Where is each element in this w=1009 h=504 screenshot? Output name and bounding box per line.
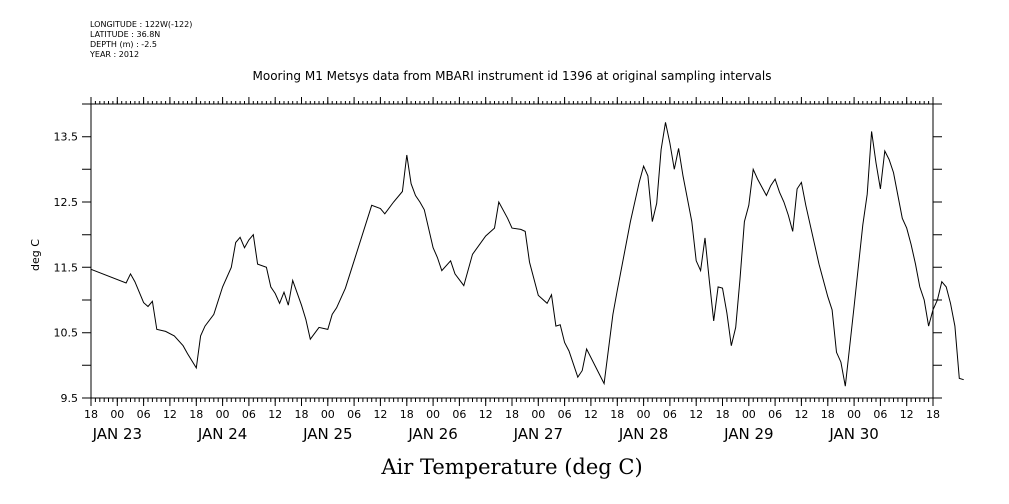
y-tick-label: 12.5 [54, 196, 79, 209]
x-day-label: JAN 25 [302, 425, 353, 443]
x-day-label: JAN 26 [407, 425, 458, 443]
x-day-label: JAN 27 [513, 425, 564, 443]
x-major-ticks [90, 97, 934, 406]
y-tick-label: 10.5 [54, 327, 79, 340]
x-tick-label: 18 [84, 408, 98, 421]
x-tick-label: 06 [347, 408, 361, 421]
x-tick-label: 06 [768, 408, 782, 421]
air-temperature-line [90, 122, 964, 387]
x-tick-label: 18 [821, 408, 835, 421]
x-tick-label: 00 [321, 408, 335, 421]
y-tick-label: 11.5 [54, 261, 79, 274]
x-tick-label: 18 [926, 408, 940, 421]
x-tick-label: 00 [531, 408, 545, 421]
x-tick-label: 00 [637, 408, 651, 421]
x-tick-label: 12 [794, 408, 808, 421]
x-tick-label: 06 [137, 408, 151, 421]
x-tick-label: 06 [873, 408, 887, 421]
x-tick-label: 12 [373, 408, 387, 421]
y-axis-label: deg C [29, 239, 42, 271]
x-tick-label: 06 [452, 408, 466, 421]
x-day-label: JAN 30 [828, 425, 879, 443]
depth-text: DEPTH (m) : -2.5 [90, 40, 157, 49]
x-tick-label: 18 [610, 408, 624, 421]
x-tick-label: 18 [505, 408, 519, 421]
plot-frame [90, 103, 934, 399]
x-day-label: JAN 29 [723, 425, 774, 443]
axes: 18 00 06 12 18 00 06 12 18 00 06 12 18 00 06 12 18 00 06 12… [54, 97, 942, 443]
y-ticks [82, 103, 942, 399]
y-tick-label: 13.5 [54, 131, 79, 144]
x-tick-label: 18 [189, 408, 203, 421]
x-axis-label: Air Temperature (deg C) [380, 455, 642, 479]
x-tick-label: 12 [163, 408, 177, 421]
metadata-block: LONGITUDE : 122W(-122) LATITUDE : 36.8N … [90, 20, 192, 60]
x-tick-label: 00 [426, 408, 440, 421]
x-tick-label: 00 [742, 408, 756, 421]
latitude-text: LATITUDE : 36.8N [90, 30, 161, 39]
x-tick-label: 00 [110, 408, 124, 421]
x-tick-label: 06 [663, 408, 677, 421]
longitude-text: LONGITUDE : 122W(-122) [90, 20, 193, 29]
x-day-label: JAN 24 [197, 425, 248, 443]
x-tick-label: 00 [847, 408, 861, 421]
x-tick-label: 18 [400, 408, 414, 421]
x-tick-label: 06 [242, 408, 256, 421]
x-tick-label: 06 [558, 408, 572, 421]
x-tick-label: 12 [900, 408, 914, 421]
year-text: YEAR : 2012 [90, 50, 140, 59]
y-tick-label: 9.5 [61, 392, 79, 405]
x-tick-label: 12 [689, 408, 703, 421]
x-day-label: JAN 23 [92, 425, 143, 443]
x-tick-label: 12 [479, 408, 493, 421]
x-tick-label: 12 [268, 408, 282, 421]
x-tick-label: 12 [584, 408, 598, 421]
x-day-label: JAN 28 [618, 425, 669, 443]
x-tick-label: 18 [716, 408, 730, 421]
chart-title: Mooring M1 Metsys data from MBARI instru… [253, 69, 772, 83]
x-minor-ticks [90, 101, 934, 402]
x-tick-label: 00 [216, 408, 230, 421]
x-tick-label: 18 [295, 408, 309, 421]
